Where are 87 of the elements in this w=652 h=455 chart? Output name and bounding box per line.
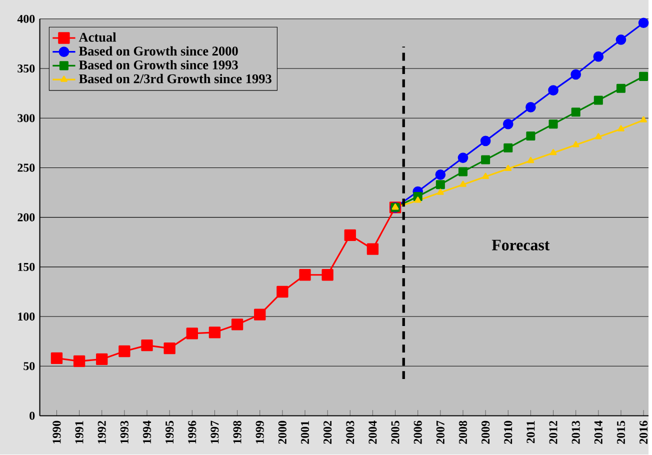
point	[504, 165, 512, 172]
point	[73, 356, 86, 368]
point	[639, 72, 648, 82]
point	[50, 352, 63, 364]
point	[436, 188, 444, 196]
x-tick-label: 1995	[166, 421, 174, 444]
point	[186, 328, 198, 340]
point	[594, 96, 603, 105]
point	[550, 149, 557, 156]
point	[458, 152, 468, 164]
point	[414, 196, 422, 203]
point	[504, 144, 513, 153]
y-tick-label: 400	[17, 15, 35, 24]
y-tick-label: 0	[30, 412, 35, 420]
point	[482, 173, 489, 180]
y-tick-label: 300	[18, 114, 35, 122]
point	[231, 318, 244, 331]
point	[164, 342, 176, 354]
legend-label: Actual	[78, 32, 116, 42]
point	[527, 157, 534, 164]
point	[526, 102, 536, 113]
point	[276, 286, 288, 298]
x-tick-label: 2006	[414, 421, 422, 444]
y-tick-label: 350	[18, 64, 35, 73]
y-tick-label: 250	[18, 164, 35, 172]
x-tick-label: 2001	[300, 421, 310, 444]
point	[572, 141, 580, 148]
point	[526, 132, 536, 141]
point	[593, 52, 604, 62]
y-tick-label: 150	[18, 263, 35, 272]
point	[322, 269, 334, 281]
x-tick-label: 1999	[256, 421, 264, 444]
annotation: Forecast	[492, 240, 550, 251]
x-tick-label: 2013	[572, 421, 580, 444]
legend-label: Based on 2/3rd Growth since 1993	[78, 74, 272, 84]
x-tick-label: 2002	[324, 421, 332, 444]
x-tick-label: 2016	[640, 421, 648, 444]
y-tick-label: 50	[24, 362, 35, 370]
x-tick-label: 1998	[233, 421, 242, 444]
x-tick-label: 2008	[458, 421, 468, 444]
point	[640, 116, 647, 123]
point	[460, 180, 466, 188]
x-tick-label: 2009	[482, 421, 490, 444]
point	[458, 167, 468, 176]
point	[571, 108, 580, 117]
point	[96, 354, 108, 366]
point	[594, 133, 602, 140]
x-tick-label: 1996	[188, 421, 196, 444]
x-tick-label: 2007	[436, 420, 444, 444]
point	[436, 180, 445, 190]
x-tick-label: 1994	[142, 420, 152, 444]
point	[618, 125, 624, 132]
point	[481, 155, 490, 165]
point	[208, 326, 221, 338]
point	[344, 230, 356, 242]
x-tick-label: 2003	[346, 421, 354, 444]
point	[141, 340, 153, 352]
y-tick-label: 100	[18, 312, 35, 321]
point	[616, 84, 626, 94]
point	[480, 136, 491, 146]
x-tick-label: 2012	[549, 421, 558, 444]
point	[254, 308, 266, 321]
point	[570, 70, 582, 80]
x-tick-label: 1993	[120, 421, 128, 444]
legend-label: Based on Growth since 1993	[78, 60, 238, 70]
x-tick-label: 1990	[52, 421, 61, 444]
point	[616, 34, 626, 46]
point	[435, 170, 446, 180]
x-tick-label: 1997	[210, 420, 219, 444]
point	[299, 269, 311, 281]
x-tick-label: 2015	[616, 421, 626, 444]
x-tick-label: 1992	[98, 421, 106, 444]
x-tick-label: 2000	[278, 421, 286, 444]
x-tick-label: 1991	[75, 421, 84, 444]
x-tick-label: 2005	[391, 421, 400, 444]
x-tick-label: 2014	[594, 420, 602, 444]
point	[548, 120, 558, 129]
y-tick-label: 200	[18, 214, 35, 222]
x-tick-label: 2010	[504, 421, 512, 444]
point	[366, 243, 379, 256]
point	[548, 85, 558, 96]
x-tick-label: 2011	[526, 421, 535, 444]
point	[118, 346, 130, 358]
legend-label: Based on Growth since 2000	[78, 46, 238, 56]
point	[638, 18, 649, 28]
point	[502, 119, 514, 130]
x-tick-label: 2004	[368, 420, 377, 444]
